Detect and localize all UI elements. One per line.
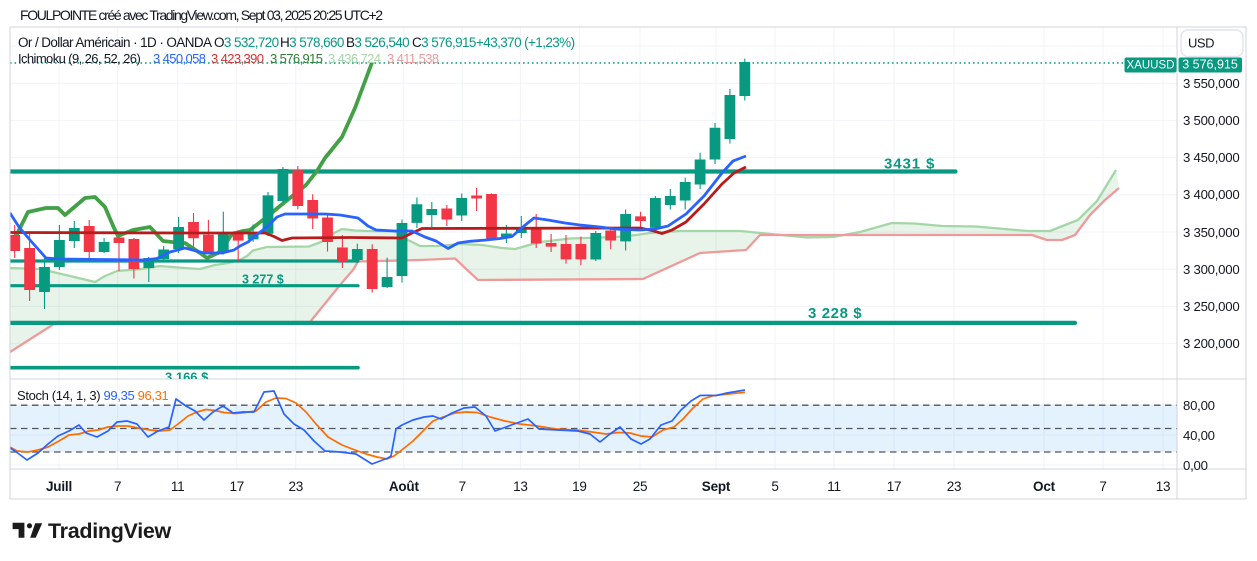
svg-text:USD: USD xyxy=(1188,36,1214,51)
svg-text:3 228 $: 3 228 $ xyxy=(808,305,862,322)
svg-text:3 166 $: 3 166 $ xyxy=(165,370,209,385)
svg-text:3 576,915: 3 576,915 xyxy=(1182,58,1238,72)
svg-text:3431 $: 3431 $ xyxy=(884,156,935,173)
svg-text:3 277 $: 3 277 $ xyxy=(242,273,284,287)
svg-text:XAUUSD: XAUUSD xyxy=(1127,59,1175,71)
